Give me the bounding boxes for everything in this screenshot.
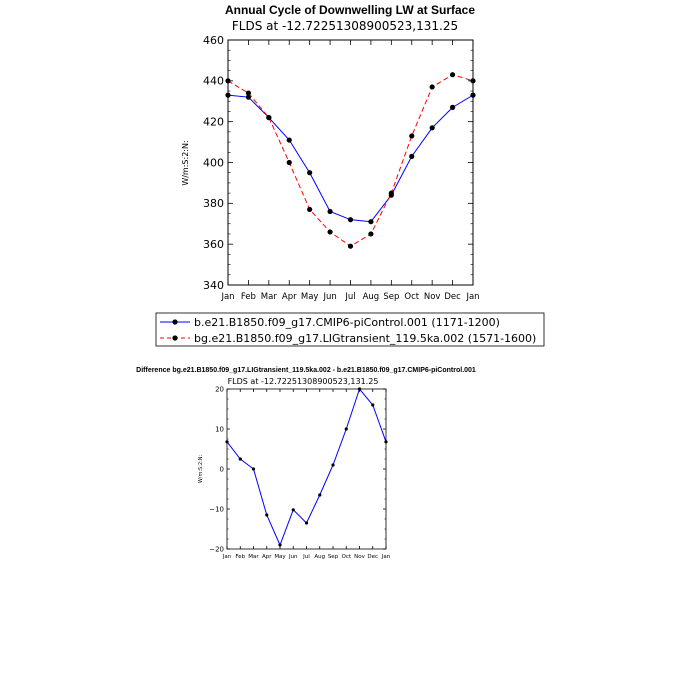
chart-1-series-1-point	[429, 84, 435, 90]
chart-1-series-0-point	[307, 170, 313, 176]
chart-2-xtick-label: Apr	[262, 554, 272, 560]
chart-1-series-line-0	[227, 94, 474, 223]
chart-1-ytick-label: 360	[203, 238, 224, 251]
chart-2-xtick-label: Mar	[248, 554, 259, 560]
chart-1-ytick-label: 420	[203, 116, 224, 129]
chart-1-xtick-label: Aug	[363, 292, 380, 302]
chart-1-series-1-point	[347, 243, 354, 249]
chart-2-xtick-label: Sep	[328, 554, 339, 560]
chart-2-title: Difference bg.e21.B1850.f09_g17.LIGtrans…	[136, 367, 476, 374]
chart-1-ytick-label: 440	[203, 75, 224, 88]
chart-2-plot-frame	[226, 388, 387, 550]
chart-1-xtick-label: Jan	[465, 292, 479, 302]
chart-2-series-0-point	[318, 493, 322, 497]
chart-1-xtick-label: May	[301, 292, 319, 302]
chart-1-series-0-point	[368, 219, 374, 225]
chart-1-series-1-point	[307, 206, 313, 213]
chart-2-difference: Difference bg.e21.B1850.f09_g17.LIGtrans…	[136, 367, 476, 560]
chart-1-ytick-label: 400	[203, 156, 224, 169]
chart-2-xtick-label: Nov	[354, 554, 365, 560]
chart-1-series-1-point	[245, 90, 252, 96]
chart-2-ylabel: W/m:S:2:N:	[198, 455, 204, 484]
chart-2-xtick-label: Jun	[288, 554, 298, 560]
legend-frame	[155, 312, 545, 347]
chart-1-series-0-point	[245, 94, 252, 100]
chart-1-xtick-label: Jul	[344, 292, 355, 302]
chart-1-series-0-point	[327, 208, 333, 215]
chart-1-xtick-label: Jun	[322, 292, 336, 302]
chart-1-plot-frame	[227, 39, 474, 286]
chart-2-xtick-label: Dec	[367, 554, 378, 560]
chart-2-ytick-label: −10	[209, 505, 224, 513]
chart-1-series-0-point	[409, 153, 415, 159]
chart-1-legend: b.e21.B1850.f09_g17.CMIP6-piControl.001 …	[155, 312, 545, 347]
chart-1-xtick-label: Mar	[261, 292, 278, 302]
chart-1-series-1-point	[449, 72, 456, 78]
chart-2-subtitle: FLDS at -12.72251308900523,131.25	[228, 377, 379, 386]
chart-2-series-0-point	[238, 457, 242, 461]
chart-1-xtick-label: Apr	[282, 292, 297, 302]
legend-label-ligtransient: bg.e21.B1850.f09_g17.LIGtransient_119.5k…	[194, 332, 536, 345]
chart-1-series-0-point	[449, 104, 456, 110]
legend-entry-control: b.e21.B1850.f09_g17.CMIP6-piControl.001 …	[160, 316, 500, 329]
chart-1-ytick-label: 460	[203, 34, 224, 47]
legend-marker-control	[172, 319, 178, 325]
chart-2-xtick-label: Jan	[222, 554, 232, 560]
chart-2-series-0-point	[265, 513, 269, 517]
chart-2-xtick-label: Jul	[302, 554, 310, 560]
chart-1-xtick-label: Oct	[404, 292, 419, 302]
chart-1-series-1-point	[286, 159, 292, 166]
chart-2-ytick-label: 0	[220, 465, 224, 473]
chart-2-series-0-point	[371, 403, 375, 407]
chart-1-xtick-label: Sep	[383, 292, 399, 302]
chart-1-series-1-point	[266, 114, 272, 121]
chart-2-series-0-point	[331, 463, 335, 467]
chart-1-xtick-label: Dec	[444, 292, 461, 302]
chart-1-series-0-point	[429, 125, 435, 131]
chart-1-xtick-label: Jan	[220, 292, 234, 302]
chart-1-series-1-point	[409, 133, 415, 139]
legend-marker-ligtransient	[172, 335, 178, 341]
chart-1-ytick-label: 340	[203, 279, 224, 292]
chart-2-xtick-label: Aug	[314, 554, 325, 560]
legend-entry-ligtransient: bg.e21.B1850.f09_g17.LIGtransient_119.5k…	[160, 332, 536, 345]
chart-1-series-0-point	[286, 137, 292, 143]
chart-2-xtick-label: May	[274, 554, 286, 560]
legend-label-control: b.e21.B1850.f09_g17.CMIP6-piControl.001 …	[194, 316, 500, 329]
chart-1-xtick-label: Feb	[241, 292, 256, 302]
chart-2-ytick-label: 20	[215, 385, 224, 393]
chart-1-series-0-point	[347, 217, 354, 223]
chart-1-ytick-label: 380	[203, 197, 224, 210]
chart-1-ylabel: W/m:S:2:N:	[181, 140, 190, 185]
chart-2-series-0-point	[304, 521, 309, 525]
chart-1-subtitle: FLDS at -12.72251308900523,131.25	[232, 19, 458, 33]
chart-1-series-1-point	[327, 229, 333, 235]
chart-1-annual-cycle: Annual Cycle of Downwelling LW at Surfac…	[181, 3, 480, 302]
chart-2-series-0-point	[344, 427, 348, 431]
chart-1-series-1-point	[368, 231, 374, 237]
chart-1-series-1-point	[388, 190, 394, 196]
chart-2-series-0-point	[251, 467, 256, 471]
chart-2-ytick-label: −20	[209, 545, 224, 553]
chart-2-xtick-label: Oct	[341, 554, 351, 560]
chart-2-ytick-label: 10	[215, 425, 224, 433]
chart-2-series-0-point	[278, 543, 282, 547]
chart-2-series-0-point	[291, 508, 295, 512]
chart-1-xtick-label: Nov	[424, 292, 441, 302]
chart-2-xtick-label: Feb	[235, 554, 245, 560]
chart-2-xtick-label: Jan	[381, 554, 391, 560]
chart-1-title: Annual Cycle of Downwelling LW at Surfac…	[225, 3, 475, 17]
